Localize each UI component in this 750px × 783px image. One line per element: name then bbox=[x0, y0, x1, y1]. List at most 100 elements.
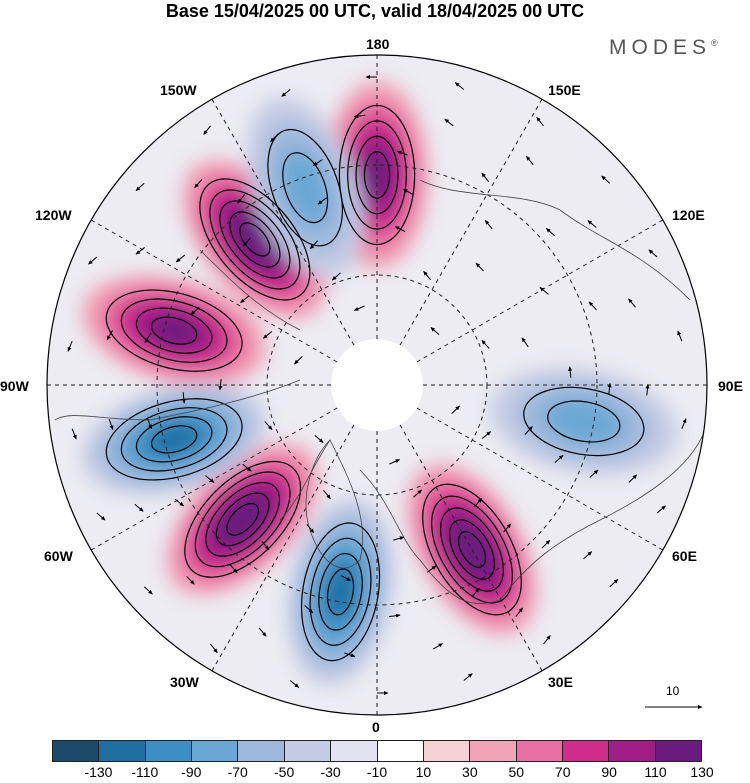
wind-arrow bbox=[294, 355, 303, 365]
height-contour bbox=[226, 502, 260, 536]
colorbar-swatch bbox=[145, 741, 193, 761]
wind-arrow bbox=[481, 172, 490, 182]
wind-arrow bbox=[304, 605, 314, 614]
colorbar-tick-label: 130 bbox=[690, 764, 714, 780]
lon-label-90e: 90E bbox=[718, 378, 743, 394]
wind-arrow bbox=[503, 523, 512, 533]
latitude-circle bbox=[156, 164, 598, 606]
height-contour bbox=[150, 425, 198, 454]
height-contour bbox=[194, 471, 291, 568]
wind-arrow bbox=[67, 340, 73, 352]
lon-label-150w: 150W bbox=[160, 82, 197, 98]
wind-arrow bbox=[541, 539, 551, 549]
wind-arrow bbox=[402, 188, 414, 195]
wind-arrow bbox=[210, 643, 218, 654]
wind-arrow bbox=[481, 339, 490, 349]
wind-arrow bbox=[393, 536, 405, 541]
colorbar-tick-label: -70 bbox=[227, 764, 248, 780]
wind-arrow bbox=[135, 182, 145, 192]
height-contour bbox=[120, 407, 228, 472]
lon-label-180: 180 bbox=[366, 36, 390, 52]
wind-arrow bbox=[88, 256, 98, 265]
colorbar-ticks: -130 -110 -90 -70 -50 -30 -10 10 30 50 70 90 110 130 bbox=[0, 764, 750, 782]
height-contour bbox=[523, 386, 645, 457]
wind-arrow bbox=[289, 680, 300, 688]
wind-arrow bbox=[656, 505, 666, 514]
colorbar-tick-label: -30 bbox=[320, 764, 341, 780]
wind-arrow bbox=[270, 133, 279, 143]
wind-arrow bbox=[134, 503, 144, 512]
wind-arrow bbox=[554, 454, 564, 463]
brand-name: MODES bbox=[609, 36, 712, 59]
wind-arrow bbox=[181, 392, 186, 404]
anomaly-band bbox=[238, 220, 272, 258]
wind-arrow bbox=[203, 125, 211, 135]
wind-arrow bbox=[394, 226, 406, 232]
colorbar-tick-label: 10 bbox=[415, 764, 432, 780]
height-contour bbox=[326, 568, 355, 616]
wind-arrow bbox=[426, 565, 437, 573]
colorbar-tick-label: -10 bbox=[366, 764, 388, 780]
wind-arrow bbox=[525, 155, 534, 166]
colorbar-swatch bbox=[331, 741, 378, 761]
colorbar-tick-label: 70 bbox=[554, 764, 571, 780]
wind-arrow bbox=[451, 405, 460, 415]
wind-arrow bbox=[454, 82, 465, 90]
wind-arrow bbox=[583, 551, 593, 560]
height-contour bbox=[184, 460, 302, 578]
wind-arrow bbox=[474, 497, 483, 508]
wind-arrow bbox=[588, 301, 597, 311]
wind-arrow bbox=[568, 366, 573, 378]
wind-arrow bbox=[389, 613, 401, 618]
wind-arrow bbox=[340, 575, 352, 582]
wind-arrow bbox=[229, 564, 238, 574]
colorbar-swatch bbox=[423, 741, 471, 761]
wind-arrow bbox=[108, 418, 114, 430]
wind-arrow bbox=[312, 159, 323, 167]
wind-arrow bbox=[258, 627, 267, 637]
coastline-eurasia bbox=[359, 179, 706, 604]
wind-arrow bbox=[463, 673, 473, 681]
colorbar-swatch bbox=[377, 741, 424, 761]
lon-label-0: 0 bbox=[372, 719, 380, 735]
wind-arrow bbox=[237, 194, 246, 204]
wind-arrow bbox=[240, 295, 250, 304]
height-contour bbox=[229, 211, 281, 268]
lon-label-30w: 30W bbox=[170, 674, 199, 690]
colorbar-tick-label: -110 bbox=[131, 764, 159, 780]
lon-label-120e: 120E bbox=[672, 207, 705, 223]
wind-arrow bbox=[389, 459, 401, 465]
wind-arrow bbox=[681, 418, 687, 430]
colorbar-swatch bbox=[53, 741, 100, 761]
wind-arrow bbox=[677, 330, 683, 342]
colorbar-tick-label: -90 bbox=[181, 764, 202, 780]
wind-arrow bbox=[262, 331, 273, 339]
wind-arrow bbox=[205, 475, 215, 483]
wind-arrow bbox=[475, 262, 484, 272]
height-contour bbox=[267, 128, 343, 247]
wind-arrow bbox=[521, 337, 529, 348]
height-contour bbox=[135, 307, 213, 354]
wind-arrow bbox=[524, 426, 533, 435]
wind-arrow bbox=[309, 240, 319, 250]
wind-arrow bbox=[353, 305, 365, 311]
wind-arrow bbox=[587, 220, 597, 228]
wind-arrow bbox=[413, 489, 423, 498]
wind-arrow bbox=[539, 287, 549, 295]
colorbar-swatch bbox=[192, 741, 239, 761]
wind-arrow bbox=[186, 576, 195, 585]
lon-label-120w: 120W bbox=[35, 207, 72, 223]
colorbar-swatch bbox=[470, 741, 517, 761]
wind-arrow bbox=[175, 254, 186, 263]
wind-arrow bbox=[317, 197, 328, 205]
wind-arrow bbox=[645, 383, 650, 396]
height-contour bbox=[199, 178, 311, 301]
colorbar-tick-label: -130 bbox=[84, 764, 113, 780]
wind-arrow bbox=[484, 220, 493, 230]
wind-arrow bbox=[628, 474, 638, 483]
wind-arrow bbox=[430, 327, 440, 336]
colorbar-swatch bbox=[655, 741, 702, 761]
wind-arrow bbox=[261, 540, 270, 550]
colorbar-tick-label: 30 bbox=[462, 764, 478, 780]
colorbar-swatch bbox=[516, 741, 563, 761]
